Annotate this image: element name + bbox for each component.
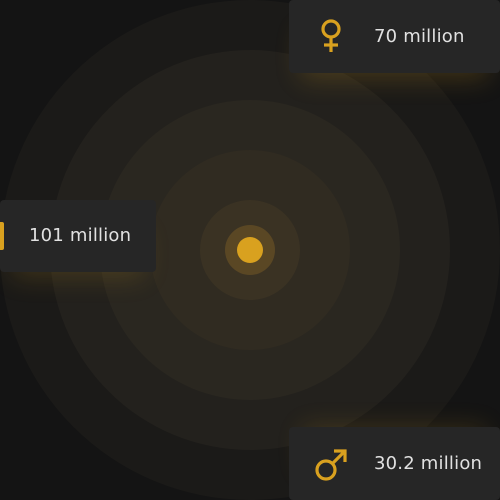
center-dot	[237, 237, 263, 263]
male-stat-value: 30.2 million	[374, 453, 483, 474]
total-stat-value: 101 million	[29, 225, 132, 246]
total-stat-card: 101 million	[0, 200, 156, 272]
accent-marker	[0, 222, 4, 250]
female-symbol-icon	[321, 19, 341, 52]
female-stat-card: 70 million	[289, 0, 500, 73]
female-stat-value: 70 million	[374, 26, 465, 47]
male-symbol-icon	[315, 449, 347, 481]
male-stat-card: 30.2 million	[289, 427, 500, 500]
